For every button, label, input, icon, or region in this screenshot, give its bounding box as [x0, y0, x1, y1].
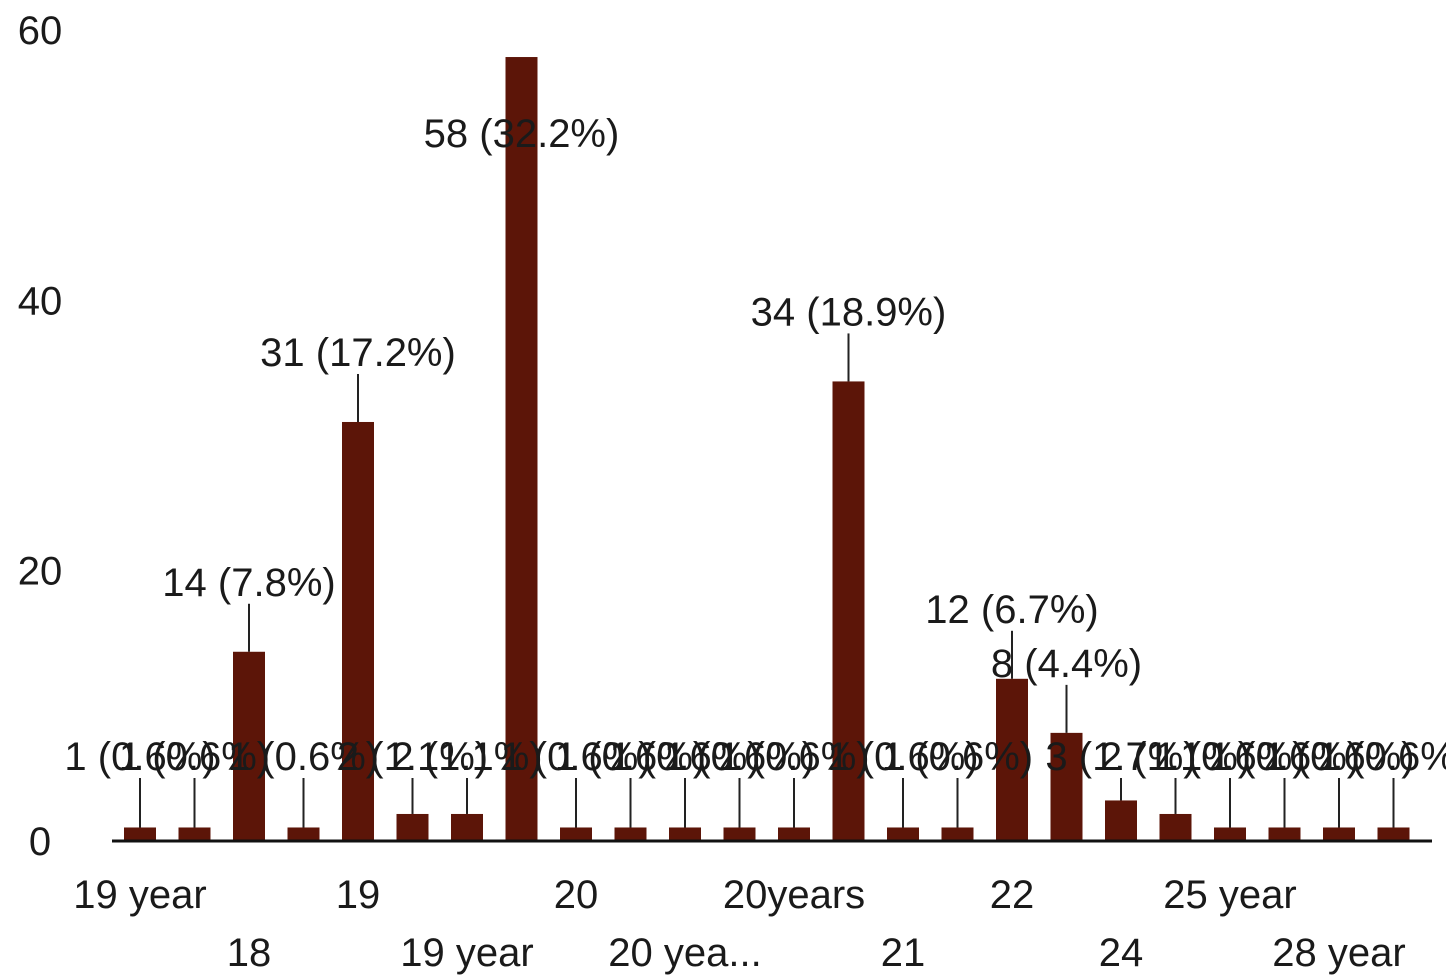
- y-tick-label: 40: [18, 279, 63, 323]
- data-label: 1 (0.6%): [555, 735, 706, 779]
- data-label: 1 (0.6%): [1209, 735, 1360, 779]
- data-label: 1 (0.6%): [718, 735, 869, 779]
- x-tick-label: 22: [990, 873, 1035, 917]
- data-label: 2 (1.1%): [337, 735, 488, 779]
- bars: [124, 57, 1410, 842]
- x-tick-label: 24: [1099, 931, 1144, 975]
- data-label: 1 (0.6%): [1154, 735, 1305, 779]
- data-label: 1 (0.6%): [228, 735, 379, 779]
- bar: [124, 827, 156, 841]
- bar: [614, 827, 647, 841]
- bar: [178, 827, 211, 841]
- bar: [1377, 827, 1410, 841]
- data-label: 2 (1.1%): [391, 735, 542, 779]
- data-label: 58 (32.2%): [424, 112, 620, 156]
- data-label: 1 (0.6%): [1263, 735, 1414, 779]
- data-label: 1 (0.6%): [64, 735, 215, 779]
- bar: [941, 827, 974, 841]
- bar: [396, 813, 429, 841]
- x-tick-label: 21: [881, 931, 926, 975]
- x-tick-label: 19 year: [400, 931, 533, 975]
- bar: [996, 678, 1028, 841]
- bar: [1159, 813, 1192, 841]
- x-tick-label: 20years: [723, 873, 865, 917]
- data-label: 14 (7.8%): [162, 561, 335, 605]
- bar: [669, 827, 701, 841]
- bar: [233, 651, 265, 841]
- bar: [1050, 732, 1083, 841]
- bar: [887, 827, 919, 841]
- x-tick-label: 25 year: [1163, 873, 1296, 917]
- y-tick-label: 20: [18, 550, 63, 594]
- data-label: 1 (0.6%): [609, 735, 760, 779]
- x-tick-label: 20 yea...: [608, 931, 761, 975]
- data-label: 31 (17.2%): [260, 331, 456, 375]
- bar: [1268, 827, 1301, 841]
- data-labels: 1 (0.6%)1 (0.6%)14 (7.8%)1 (0.6%)31 (17.…: [64, 112, 1446, 779]
- x-tick-label: 28 year: [1272, 931, 1405, 975]
- data-label: 8 (4.4%): [991, 642, 1142, 686]
- y-tick-label: 0: [29, 820, 51, 864]
- bar: [723, 827, 756, 841]
- data-label: 1 (0.6%): [119, 735, 270, 779]
- bar: [1105, 800, 1137, 841]
- data-label: 1 (0.6%): [882, 735, 1033, 779]
- x-tick-label: 19: [336, 873, 381, 917]
- data-label: 1 (0.6%): [664, 735, 815, 779]
- x-tick-label: 18: [227, 931, 272, 975]
- bar: [505, 57, 538, 842]
- data-label: 12 (6.7%): [925, 588, 1098, 632]
- bar: [287, 827, 320, 841]
- bar: [560, 827, 592, 841]
- data-label: 2 (1.1%): [1100, 735, 1251, 779]
- x-tick-label: 19 year: [73, 873, 206, 917]
- y-tick-label: 60: [18, 9, 63, 53]
- data-label: 3 (1.7%): [1045, 735, 1196, 779]
- x-tick-label: 20: [554, 873, 599, 917]
- bar: [1214, 827, 1246, 841]
- bar: [1323, 827, 1355, 841]
- bar: [832, 381, 865, 841]
- y-axis: 0 20 40 60: [18, 9, 63, 864]
- data-label: 1 (0.6%): [827, 735, 978, 779]
- data-label: 1 (0.6%): [500, 735, 651, 779]
- bar: [342, 421, 374, 841]
- bar: [778, 827, 810, 841]
- bar: [451, 813, 483, 841]
- leader-lines: [139, 333, 1395, 828]
- data-label: 34 (18.9%): [751, 290, 947, 334]
- data-label: 1 (0.6%): [1318, 735, 1446, 779]
